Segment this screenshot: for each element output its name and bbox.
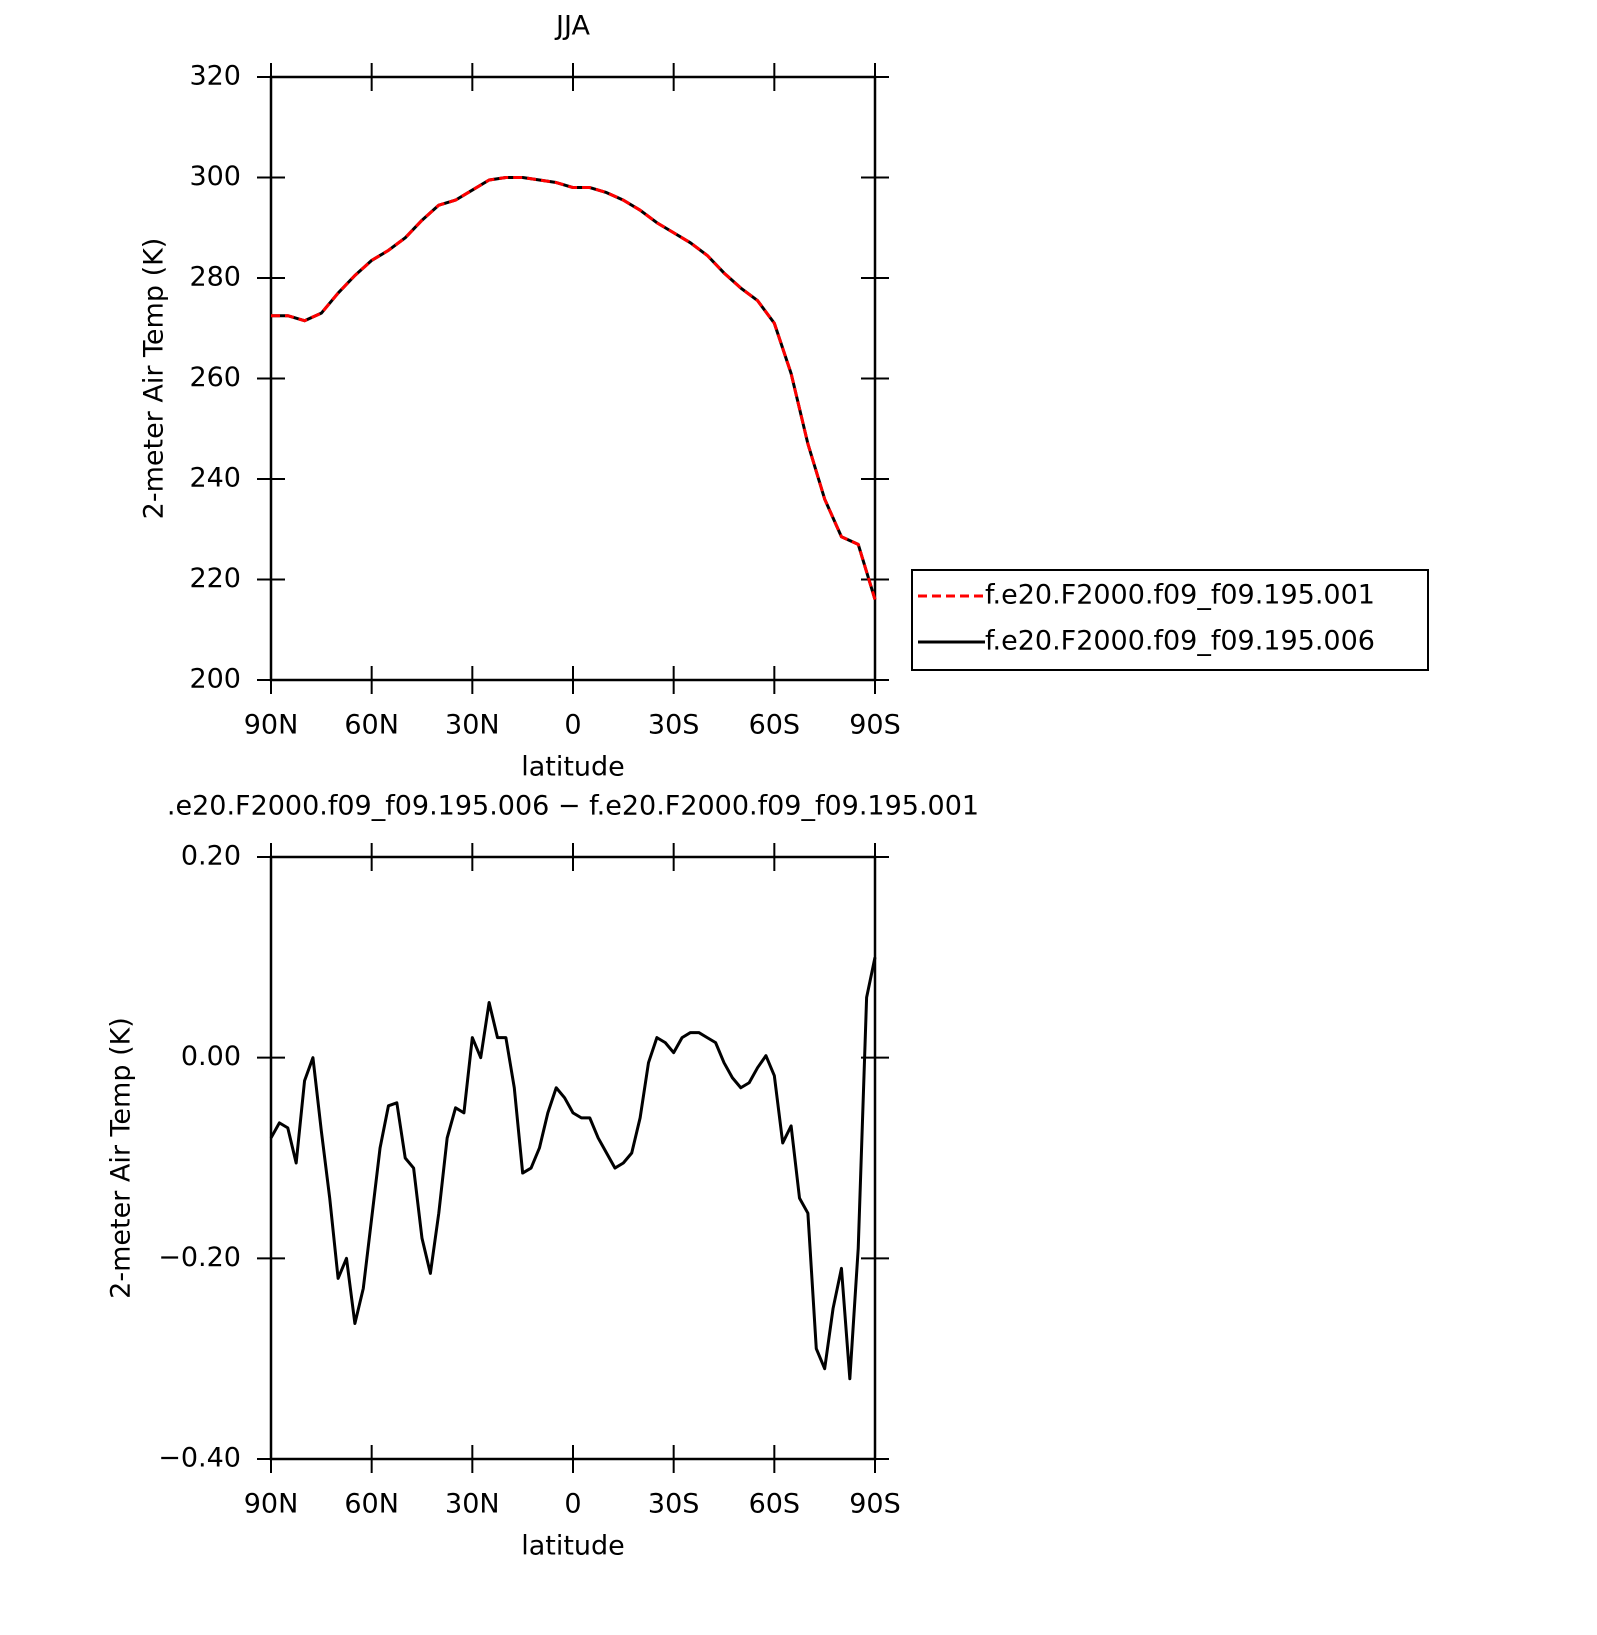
data-line [271, 176, 877, 601]
y-tick-label: 320 [189, 61, 241, 92]
x-tick-label: 30N [445, 1489, 500, 1520]
legend-label: f.e20.F2000.f09_f09.195.001 [985, 580, 1375, 611]
x-tick-label: 30S [648, 1489, 700, 1520]
y-axis-label: 2-meter Air Temp (K) [139, 238, 170, 520]
y-tick-label: 260 [189, 362, 241, 393]
y-tick-label: 0.00 [181, 1041, 241, 1072]
y-tick-label: 240 [189, 463, 241, 494]
x-tick-label: 60S [749, 710, 801, 741]
x-tick-label: 90N [244, 710, 299, 741]
x-tick-label: 90S [849, 1489, 901, 1520]
data-line [269, 957, 877, 1381]
x-tick-label: 0 [564, 1489, 581, 1520]
x-tick-label: 0 [564, 710, 581, 741]
y-tick-label: −0.40 [158, 1443, 241, 1474]
plot-frame [269, 855, 877, 1461]
x-tick-label: 30S [648, 710, 700, 741]
y-tick-label: 220 [189, 563, 241, 594]
x-tick-label: 60N [344, 1489, 399, 1520]
y-tick-label: 280 [189, 262, 241, 293]
x-tick-label: 60N [344, 710, 399, 741]
x-tick-label: 90N [244, 1489, 299, 1520]
chart-title: JJA [554, 11, 590, 42]
chart-title: .e20.F2000.f09_f09.195.006 − f.e20.F2000… [167, 791, 979, 822]
legend-box [911, 569, 1429, 671]
y-axis-label: 2-meter Air Temp (K) [106, 1017, 137, 1299]
y-tick-label: 0.20 [181, 841, 241, 872]
y-tick-label: 200 [189, 664, 241, 695]
legend-label: f.e20.F2000.f09_f09.195.006 [985, 626, 1375, 657]
x-axis-label: latitude [521, 752, 625, 783]
y-tick-label: −0.20 [158, 1242, 241, 1273]
x-tick-label: 60S [749, 1489, 801, 1520]
x-tick-label: 30N [445, 710, 500, 741]
y-tick-label: 300 [189, 161, 241, 192]
plot-frame [269, 75, 877, 682]
data-line [271, 176, 877, 601]
x-axis-label: latitude [521, 1531, 625, 1562]
x-tick-label: 90S [849, 710, 901, 741]
